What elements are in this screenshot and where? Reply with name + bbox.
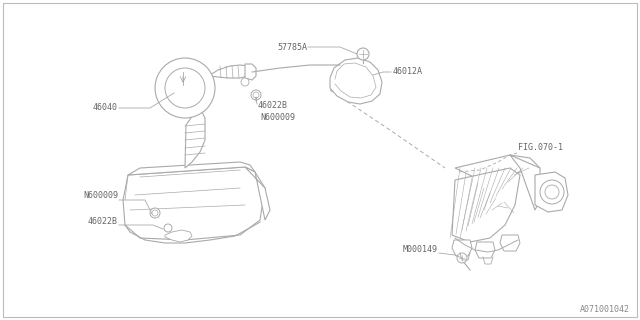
Text: 46022B: 46022B [88, 218, 118, 227]
Polygon shape [245, 64, 256, 80]
Circle shape [241, 78, 249, 86]
Polygon shape [500, 235, 520, 251]
Circle shape [253, 92, 259, 98]
Text: 46040: 46040 [93, 103, 118, 113]
Polygon shape [475, 242, 495, 258]
Circle shape [165, 68, 205, 108]
Polygon shape [452, 240, 472, 256]
Text: 46022B: 46022B [258, 100, 288, 109]
Text: N600009: N600009 [83, 190, 118, 199]
Circle shape [545, 185, 559, 199]
Polygon shape [165, 230, 192, 242]
Polygon shape [452, 168, 520, 242]
Circle shape [164, 224, 172, 232]
Polygon shape [128, 162, 255, 175]
Circle shape [155, 58, 215, 118]
Polygon shape [185, 108, 205, 168]
Text: 46012A: 46012A [393, 68, 423, 76]
Text: 57785A: 57785A [277, 43, 307, 52]
Text: FIG.070-1: FIG.070-1 [518, 143, 563, 153]
Circle shape [457, 253, 467, 263]
Circle shape [152, 210, 158, 216]
Polygon shape [245, 167, 270, 220]
Circle shape [357, 48, 369, 60]
Polygon shape [535, 172, 568, 212]
Polygon shape [510, 155, 540, 210]
Circle shape [150, 208, 160, 218]
Text: M000149: M000149 [403, 245, 438, 254]
Circle shape [540, 180, 564, 204]
Polygon shape [455, 155, 540, 180]
Polygon shape [210, 65, 250, 78]
Polygon shape [330, 58, 382, 104]
Text: N600009: N600009 [260, 114, 295, 123]
Text: A071001042: A071001042 [580, 305, 630, 314]
Circle shape [251, 90, 261, 100]
Polygon shape [123, 167, 265, 240]
